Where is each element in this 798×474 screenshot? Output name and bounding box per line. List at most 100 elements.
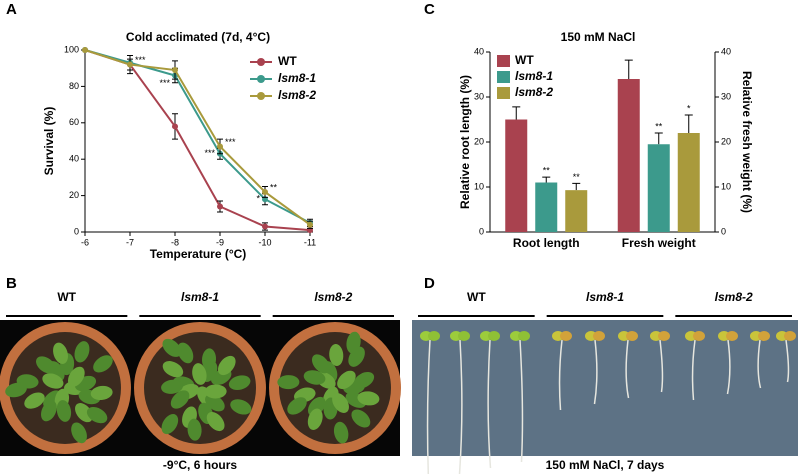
legend-label: lsm8-2 [278,88,316,102]
leaf [204,384,227,399]
y-tick-label: 40 [474,46,484,56]
panel-letter: B [6,275,17,292]
cotyledon [693,331,705,341]
y-tick-label: 20 [69,190,79,200]
legend-swatch [497,55,510,67]
legend-label: WT [278,54,297,68]
photo-caption: 150 mM NaCl, 7 days [546,458,665,472]
legend-marker [257,75,265,83]
y-axis-label: Survival (%) [42,107,56,176]
y-tick-label: 40 [69,154,79,164]
group-label: WT [57,290,76,304]
leaf [162,361,184,378]
leaf [161,414,179,435]
y-tick-label: 20 [474,136,484,146]
legend-marker [257,58,265,66]
leaf [353,371,375,389]
data-point [82,47,88,53]
leaf [170,390,190,409]
error-bar [654,132,663,145]
data-point [307,221,313,228]
leaf [311,354,330,374]
root [757,339,762,389]
data-point [127,61,133,68]
x-tick-label: -9 [216,237,224,247]
leaf [228,375,251,391]
leaf [177,342,194,364]
y-tick-label: 100 [64,44,79,54]
data-point [217,143,223,150]
leaf [202,348,217,371]
leaf [230,399,252,415]
chart-title: Cold acclimated (7d, 4°C) [126,30,270,44]
leaf [357,391,380,406]
y2-axis-label: Relative fresh weight (%) [740,71,754,213]
leaf [24,392,45,409]
data-point [172,67,178,74]
leaf [277,375,300,390]
cotyledon [758,331,770,341]
x-tick-label: -8 [171,237,179,247]
leaf [351,409,371,428]
cotyledon [726,331,738,341]
y2-tick-label: 10 [721,181,731,191]
leaf [71,422,87,444]
significance-label: * [687,103,691,113]
leaf [346,331,361,354]
data-point [262,223,268,230]
root [458,339,463,474]
cotyledon [784,331,796,341]
y2-tick-label: 0 [721,226,726,236]
significance-label: *** [135,55,146,65]
x-tick-label: -11 [304,237,316,247]
cotyledon [560,331,572,341]
x-tick-label: Fresh weight [622,236,696,250]
root [519,339,524,463]
group-label: lsm8-2 [314,290,352,304]
root [426,339,431,474]
leaf [35,356,56,374]
cotyledon [458,331,470,341]
y-axis-label: Relative root length (%) [458,75,472,209]
root [785,339,790,383]
y-tick-label: 30 [474,91,484,101]
leaf [205,394,225,412]
root [487,339,492,469]
y-tick-label: 80 [69,81,79,91]
photo-background [412,320,798,456]
legend-label: lsm8-1 [515,69,553,83]
leaf [56,400,72,422]
significance-label: *** [159,78,170,88]
x-tick-label: Root length [513,236,580,250]
data-point [217,203,223,210]
group-label: lsm8-1 [181,290,219,304]
cotyledon [518,331,530,341]
data-point [262,188,268,195]
panel-letter: A [6,1,17,18]
photo-caption: -9°C, 6 hours [163,458,237,472]
leaf [5,382,27,398]
cotyledon [593,331,605,341]
error-bar [512,106,521,120]
leaf [74,341,90,363]
leaf [333,421,349,444]
leaf [307,408,323,430]
root [625,339,630,399]
leaf [187,418,202,441]
significance-label: *** [204,148,215,158]
data-line [84,49,311,224]
group-label: lsm8-1 [586,290,624,304]
leaf [162,338,182,357]
y-tick-label: 0 [479,226,484,236]
leaf [217,355,236,376]
y-tick-label: 60 [69,117,79,127]
cotyledon [428,331,440,341]
cotyledon [626,331,638,341]
x-tick-label: -7 [126,237,134,247]
significance-label: ** [543,165,551,175]
x-tick-label: -6 [81,237,89,247]
leaf [287,397,307,415]
data-point [172,123,178,130]
y-tick-label: 0 [74,226,79,236]
leaf [337,370,356,390]
